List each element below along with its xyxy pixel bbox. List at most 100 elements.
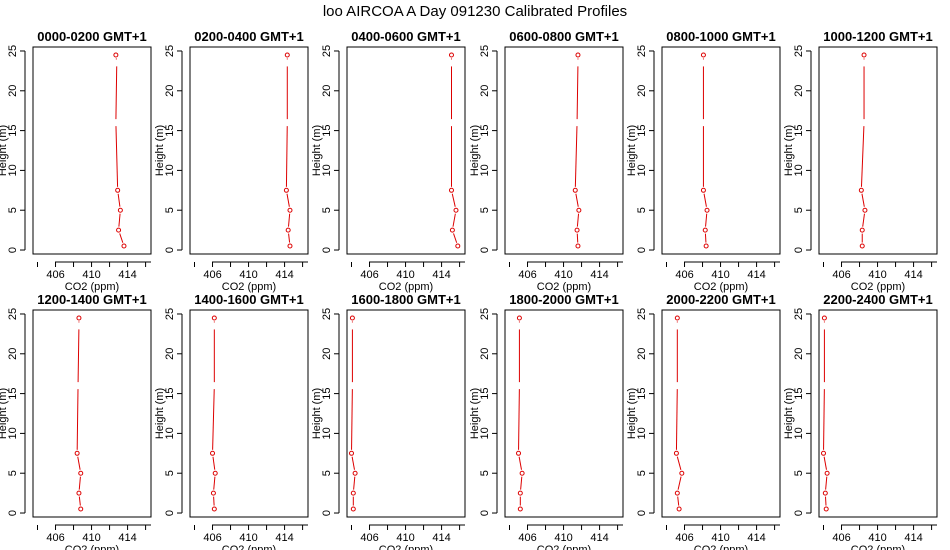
y-axis-label: Height (m) bbox=[154, 125, 166, 176]
profile-point bbox=[211, 315, 217, 321]
y-tick-label: 0 bbox=[321, 247, 333, 253]
y-tick-label: 25 bbox=[7, 308, 19, 320]
plot-frame bbox=[818, 309, 938, 518]
y-tick-label: 0 bbox=[636, 247, 648, 253]
profile-line-segment bbox=[78, 476, 81, 490]
y-axis-label: Height (m) bbox=[311, 388, 323, 439]
y-tick-label: 20 bbox=[7, 85, 19, 97]
x-axis-label: CO2 (ppm) bbox=[851, 544, 905, 550]
profile-point bbox=[858, 187, 864, 193]
y-tick-label: 10 bbox=[7, 427, 19, 439]
profile-point bbox=[572, 187, 578, 193]
x-axis-label: CO2 (ppm) bbox=[379, 281, 433, 293]
profile-point bbox=[516, 450, 522, 456]
x-tick-label: 406 bbox=[46, 269, 64, 281]
profile-line-segment bbox=[77, 456, 81, 470]
x-tick-label: 410 bbox=[711, 269, 729, 281]
profile-line-segment bbox=[212, 456, 216, 470]
profile-line-segment bbox=[705, 213, 708, 227]
x-tick-label: 414 bbox=[590, 532, 608, 544]
x-tick-label: 410 bbox=[82, 269, 100, 281]
y-tick-label: 20 bbox=[479, 348, 491, 360]
y-tick-label: 20 bbox=[164, 348, 176, 360]
y-axis-label: Height (m) bbox=[469, 388, 481, 439]
profile-point bbox=[211, 506, 217, 512]
y-tick-label: 15 bbox=[7, 387, 19, 399]
profile-point bbox=[702, 227, 708, 233]
profile-point bbox=[117, 207, 123, 213]
y-tick-label: 0 bbox=[479, 247, 491, 253]
profile-point bbox=[350, 506, 356, 512]
profile-point bbox=[703, 243, 709, 249]
y-tick-label: 5 bbox=[164, 470, 176, 476]
x-tick-label: 406 bbox=[675, 532, 693, 544]
y-tick-label: 5 bbox=[321, 207, 333, 213]
profile-line-segment bbox=[213, 476, 216, 490]
profile-point bbox=[821, 315, 827, 321]
profile-line-segment bbox=[353, 476, 356, 490]
y-tick-label: 10 bbox=[793, 164, 805, 176]
y-tick-label: 20 bbox=[793, 85, 805, 97]
y-tick-label: 5 bbox=[7, 207, 19, 213]
x-axis-label: CO2 (ppm) bbox=[222, 544, 276, 550]
profile-point bbox=[352, 470, 358, 476]
y-tick-label: 25 bbox=[7, 45, 19, 57]
profile-point bbox=[349, 450, 355, 456]
x-tick-label: 414 bbox=[432, 532, 450, 544]
plot-frame bbox=[661, 309, 781, 518]
x-tick-label: 410 bbox=[868, 532, 886, 544]
x-axis-label: CO2 (ppm) bbox=[537, 544, 591, 550]
y-tick-label: 5 bbox=[7, 470, 19, 476]
y-tick-label: 5 bbox=[321, 470, 333, 476]
profile-point bbox=[448, 52, 454, 58]
y-tick-label: 15 bbox=[636, 387, 648, 399]
y-tick-label: 0 bbox=[7, 510, 19, 516]
y-tick-label: 0 bbox=[636, 510, 648, 516]
y-tick-label: 5 bbox=[479, 470, 491, 476]
x-tick-label: 414 bbox=[904, 269, 922, 281]
x-tick-label: 410 bbox=[396, 532, 414, 544]
profile-line-segment bbox=[351, 456, 355, 470]
profile-line-segment bbox=[77, 329, 80, 383]
profile-line-segment bbox=[677, 496, 680, 506]
profile-point bbox=[822, 490, 828, 496]
y-tick-label: 5 bbox=[479, 207, 491, 213]
y-tick-label: 15 bbox=[636, 124, 648, 136]
profile-point bbox=[121, 243, 127, 249]
y-tick-label: 20 bbox=[636, 348, 648, 360]
y-tick-label: 5 bbox=[636, 207, 648, 213]
y-tick-label: 25 bbox=[793, 45, 805, 57]
profile-point bbox=[575, 52, 581, 58]
profile-line-segment bbox=[576, 66, 579, 120]
profile-point bbox=[78, 470, 84, 476]
profile-line-segment bbox=[861, 193, 865, 207]
profile-line-segment bbox=[676, 456, 682, 470]
x-tick-label: 414 bbox=[275, 269, 293, 281]
x-tick-label: 410 bbox=[82, 532, 100, 544]
panel-title: 0200-0400 GMT+1 bbox=[194, 29, 303, 44]
profile-point bbox=[74, 450, 80, 456]
profile-line-segment bbox=[575, 193, 579, 207]
profile-line-segment bbox=[860, 126, 865, 187]
y-tick-label: 25 bbox=[321, 308, 333, 320]
plot-frame bbox=[189, 309, 309, 518]
profile-point bbox=[283, 187, 289, 193]
y-axis-label: Height (m) bbox=[626, 388, 638, 439]
figure-title: loo AIRCOA A Day 091230 Calibrated Profi… bbox=[323, 3, 627, 20]
y-tick-label: 15 bbox=[479, 387, 491, 399]
profile-point bbox=[859, 227, 865, 233]
profile-point bbox=[700, 52, 706, 58]
profile-point bbox=[674, 490, 680, 496]
profile-line-segment bbox=[823, 389, 825, 450]
panel-title: 0800-1000 GMT+1 bbox=[666, 29, 775, 44]
panel-title: 1000-1200 GMT+1 bbox=[823, 29, 932, 44]
profile-line-segment bbox=[76, 389, 79, 450]
panel-title: 0400-0600 GMT+1 bbox=[351, 29, 460, 44]
y-tick-label: 20 bbox=[636, 85, 648, 97]
y-tick-label: 25 bbox=[793, 308, 805, 320]
profile-line-segment bbox=[518, 456, 522, 470]
